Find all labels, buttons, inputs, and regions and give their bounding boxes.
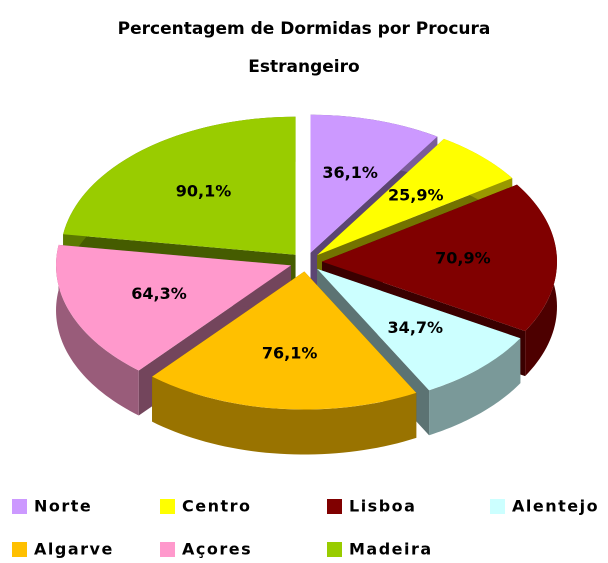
- legend-label: Lisboa: [349, 497, 416, 516]
- legend-label: Algarve: [34, 540, 114, 559]
- data-label: 70,9%: [435, 248, 491, 267]
- slice: [321, 184, 557, 332]
- legend-label: Centro: [182, 497, 252, 516]
- legend-swatch: [160, 499, 175, 514]
- slice: [317, 138, 513, 256]
- data-label: 64,3%: [131, 284, 187, 303]
- data-label: 76,1%: [262, 343, 318, 362]
- legend-swatch: [12, 499, 27, 514]
- legend-label: Alentejo: [512, 497, 599, 516]
- legend-swatch: [327, 542, 342, 557]
- legend-swatch: [12, 542, 27, 557]
- chart-title: Percentagem de Dormidas por Procura Estr…: [117, 19, 491, 77]
- slice: [63, 116, 296, 255]
- slice: [152, 271, 417, 410]
- data-label: 25,9%: [388, 185, 444, 204]
- slice: [310, 114, 438, 253]
- slice: [56, 244, 292, 371]
- legend-swatch: [490, 499, 505, 514]
- data-label: 34,7%: [388, 318, 444, 337]
- slice-side: [152, 376, 417, 455]
- slice-side: [56, 244, 139, 416]
- slice: [317, 268, 521, 391]
- slice-side: [429, 338, 521, 436]
- legend-swatch: [160, 542, 175, 557]
- legend-label: Norte: [34, 497, 92, 516]
- data-label: 90,1%: [176, 181, 232, 200]
- legend-swatch: [327, 499, 342, 514]
- data-label: 36,1%: [322, 163, 378, 182]
- legend-label: Açores: [182, 540, 252, 559]
- legend-label: Madeira: [349, 540, 433, 559]
